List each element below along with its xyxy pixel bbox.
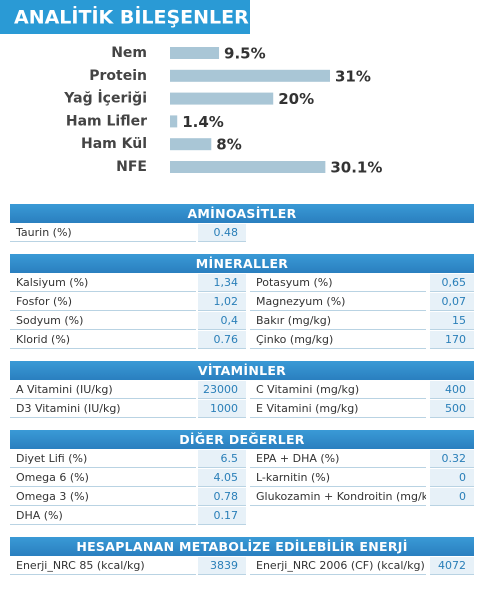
row-label: DHA (%) — [10, 507, 196, 525]
value-label: 9.5% — [224, 45, 266, 63]
value-label: 30.1% — [330, 159, 382, 177]
value-label: 8% — [216, 136, 241, 154]
row-value: 15 — [430, 312, 474, 330]
row-value: 0,4 — [198, 312, 246, 330]
row-value: 0.17 — [198, 507, 246, 525]
category-label: Nem — [111, 45, 147, 61]
row-value: 0 — [430, 469, 474, 487]
category-label: NFE — [116, 159, 147, 175]
row-value: 1,02 — [198, 293, 246, 311]
row-label: Omega 6 (%) — [10, 469, 196, 487]
row-label: Taurin (%) — [10, 224, 196, 242]
row-value: 400 — [430, 381, 474, 399]
row-value: 23000 — [198, 381, 246, 399]
value-label: 20% — [278, 90, 314, 108]
value-label: 1.4% — [182, 113, 224, 131]
bar — [170, 69, 330, 82]
bar — [170, 161, 326, 173]
category-label: Protein — [89, 68, 147, 84]
chart-title: ANALİTİK BİLEŞENLER — [14, 5, 249, 29]
row-label: Diyet Lifi (%) — [10, 450, 196, 468]
bar — [170, 47, 220, 59]
row-value: 0.78 — [198, 488, 246, 506]
row-label: Glukozamin + Kondroitin (mg/kg) — [250, 488, 426, 506]
category-label: Yağ İçeriği — [63, 90, 147, 107]
row-value: 0.76 — [198, 331, 246, 349]
bar — [170, 92, 274, 105]
row-label: Çinko (mg/kg) — [250, 331, 426, 349]
row-label: Klorid (%) — [10, 331, 196, 349]
section-header: AMİNOASİTLER — [10, 204, 474, 223]
row-label: Fosfor (%) — [10, 293, 196, 311]
row-value: 3839 — [198, 557, 246, 575]
title-banner — [0, 0, 250, 34]
bar — [170, 138, 212, 151]
row-value: 500 — [430, 400, 474, 418]
row-label: Sodyum (%) — [10, 312, 196, 330]
row-label: Enerji_NRC 2006 (CF) (kcal/kg) — [250, 557, 426, 575]
row-label: Kalsiyum (%) — [10, 274, 196, 292]
row-value: 0,65 — [430, 274, 474, 292]
row-value: 1000 — [198, 400, 246, 418]
chart: ANALİTİK BİLEŞENLER Nem 9.5% Protein 31% Yağ… — [0, 0, 382, 177]
section-header: HESAPLANAN METABOLİZE EDİLEBİLİR ENERJİ — [10, 537, 474, 556]
row-value: 0 — [430, 488, 474, 506]
row-value: 0,07 — [430, 293, 474, 311]
row-label: Bakır (mg/kg) — [250, 312, 426, 330]
row-value: 0.32 — [430, 450, 474, 468]
section-header: DİĞER DEĞERLER — [10, 430, 474, 449]
section-header: VİTAMİNLER — [10, 361, 474, 380]
row-label: Omega 3 (%) — [10, 488, 196, 506]
row-label: Potasyum (%) — [250, 274, 426, 292]
value-label: 31% — [335, 67, 371, 85]
row-label: Magnezyum (%) — [250, 293, 426, 311]
row-value: 6.5 — [198, 450, 246, 468]
row-value: 1,34 — [198, 274, 246, 292]
row-value: 170 — [430, 331, 474, 349]
category-label: Ham Kül — [81, 136, 147, 152]
row-label: D3 Vitamini (IU/kg) — [10, 400, 196, 418]
row-value: 4.05 — [198, 469, 246, 487]
row-label: A Vitamini (IU/kg) — [10, 381, 196, 399]
category-label: Ham Lifler — [66, 113, 147, 129]
row-label: E Vitamini (mg/kg) — [250, 400, 426, 418]
row-label: EPA + DHA (%) — [250, 450, 426, 468]
row-value: 0.48 — [198, 224, 246, 242]
row-label: L-karnitin (%) — [250, 469, 426, 487]
row-label: C Vitamini (mg/kg) — [250, 381, 426, 399]
bar — [170, 115, 178, 128]
row-label: Enerji_NRC 85 (kcal/kg) — [10, 557, 196, 575]
row-value: 4072 — [430, 557, 474, 575]
section-header: MİNERALLER — [10, 254, 474, 273]
